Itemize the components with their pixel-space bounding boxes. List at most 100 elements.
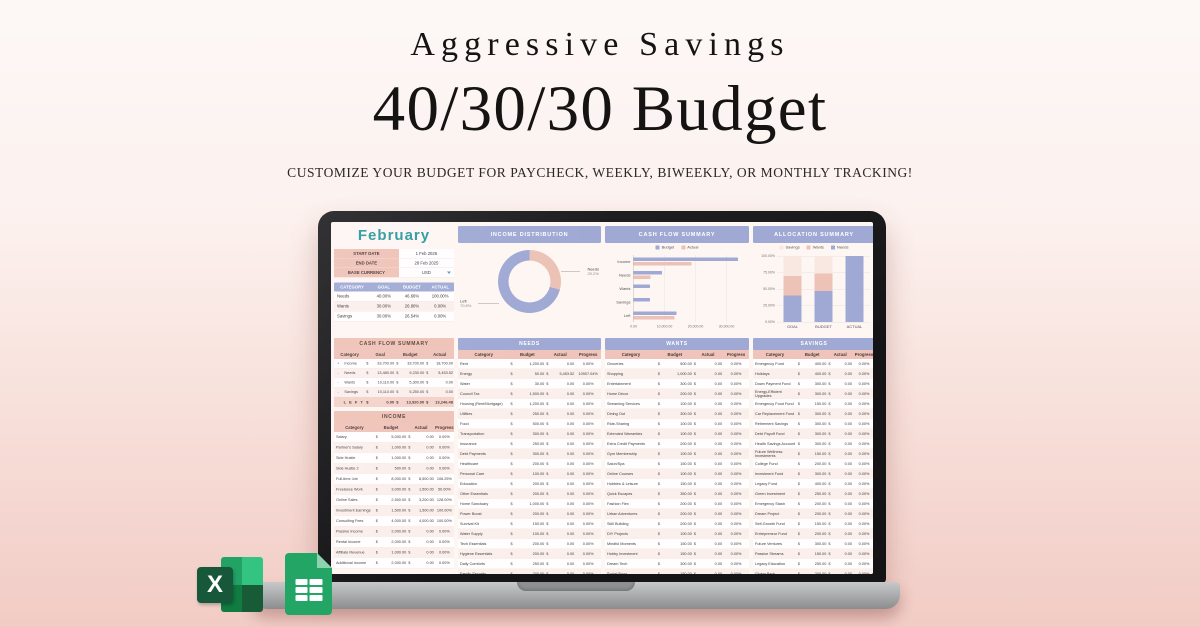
wants-table: WANTS Category Budget Actual Progress Gr…: [605, 338, 749, 574]
table-row: Debt Payments $ 300.00 $ 0.00 0.00%: [458, 449, 601, 459]
table-row: Salary $ 5,000.00 $ 0.00 0.00%: [334, 432, 454, 443]
table-row: Daily Comforts $ 250.00 $ 0.00 0.00%: [458, 559, 601, 569]
start-date-label: START DATE: [334, 249, 399, 259]
table-row: Council Tax $ 1,500.00 $ 0.00 0.00%: [458, 389, 601, 399]
end-date-row: END DATE 28 Feb 2025: [334, 258, 454, 268]
table-row: Healthcare $ 200.00 $ 0.00 0.00%: [458, 459, 601, 469]
table-row: Home Décor $ 200.00 $ 0.00 0.00%: [605, 389, 749, 399]
table-row: Debt Payoff Fund $ 300.00 $ 0.00 0.00%: [753, 429, 873, 439]
table-row: Dining Out $ 300.00 $ 0.00 0.00%: [605, 409, 749, 419]
table-title: CASH FLOW SUMMARY: [334, 338, 454, 350]
chart-title: CASH FLOW SUMMARY: [605, 226, 749, 243]
table-row: Holidays $ 400.00 $ 0.00 0.00%: [753, 369, 873, 379]
table-row: Giving Back $ 200.00 $ 0.00 0.00%: [753, 569, 873, 574]
table-row: Energy-Efficient Upgrades $ 300.00 $ 0.0…: [753, 389, 873, 399]
table-row: Retirement Savings $ 300.00 $ 0.00 0.00%: [753, 419, 873, 429]
table-title: NEEDS: [458, 338, 601, 350]
needs-table: NEEDS Category Budget Actual Progress Re…: [458, 338, 601, 574]
table-row: Gym Membership $ 100.00 $ 0.00 0.00%: [605, 449, 749, 459]
table-row: Family Security $ 200.00 $ 0.00 0.00%: [458, 569, 601, 574]
table-row: Future Wellness Investments $ 150.00 $ 0…: [753, 449, 873, 459]
start-date-value[interactable]: 1 Feb 2025: [398, 249, 454, 259]
table-row: Mindful Moments $ 150.00 $ 0.00 0.00%: [605, 539, 749, 549]
table-row: Side Hustle 2 $ 500.00 $ 0.00 0.00%: [334, 463, 454, 474]
table-row: DIY Projects $ 100.00 $ 0.00 0.00%: [605, 529, 749, 539]
table-row: Energy $ 50.00 $ 5,453.52 10907.04%: [458, 369, 601, 379]
table-row: Quick Escapes $ 350.00 $ 0.00 0.00%: [605, 489, 749, 499]
table-row: Extra Credit Payments $ 200.00 $ 0.00 0.…: [605, 439, 749, 449]
bar-row: Left: [624, 309, 743, 322]
settings-table: START DATE 1 Feb 2025 END DATE 28 Feb 20…: [334, 249, 454, 278]
allocation-percentage-table: CATEGORY GOAL BUDGET ACTUAL Needs: [334, 282, 454, 322]
label-leader-line: [478, 303, 499, 304]
currency-row: BASE CURRENCY USD: [334, 268, 454, 278]
chart-legend: Budget Actual: [605, 245, 749, 250]
bar-row: Wants: [619, 282, 743, 295]
table-row: Dream Project $ 200.00 $ 0.00 0.00%: [753, 509, 873, 519]
table-row: Wants 30.00% 26.80% 0.00%: [334, 301, 454, 312]
table-row: Groceries $ 500.00 $ 0.00 0.00%: [605, 359, 749, 369]
donut-label-left: Left 70.8%: [460, 299, 472, 308]
table-row: Emergency Food Fund $ 150.00 $ 0.00 0.00…: [753, 399, 873, 409]
table-row: Salon/Spa $ 150.00 $ 0.00 0.00%: [605, 459, 749, 469]
hero-title-small: Aggressive Savings: [410, 26, 790, 63]
table-row: - Needs $ 13,480.00 $ 9,230.00 $ 5,453.5…: [334, 368, 454, 378]
table-row: Education $ 200.00 $ 0.00 0.00%: [458, 479, 601, 489]
table-row: Insurance $ 250.00 $ 0.00 0.00%: [458, 439, 601, 449]
start-date-row: START DATE 1 Feb 2025: [334, 249, 454, 259]
allocation-chart-panel: ALLOCATION SUMMARY Savings Wants Needs 100…: [753, 226, 873, 334]
end-date-label: END DATE: [334, 258, 399, 268]
table-row: Needs 40.00% 46.66% 100.00%: [334, 291, 454, 302]
table-title: INCOME: [334, 411, 454, 423]
table-row: Side Hustle $ 1,000.00 $ 0.00 0.00%: [334, 453, 454, 464]
chevron-down-icon: [446, 271, 451, 274]
table-header-row: Category Budget Actual Progress: [458, 350, 601, 359]
allocation-stacked-chart: Savings Wants Needs 100.00% 75.00% 50.00% 25.…: [753, 243, 873, 331]
chart-title: INCOME DISTRIBUTION: [458, 226, 601, 243]
legend-item: Needs: [830, 245, 848, 250]
table-row: Social Buzz $ 150.00 $ 0.00 0.00%: [605, 569, 749, 574]
table-row: Legacy Fund $ 400.00 $ 0.00 0.00%: [753, 479, 873, 489]
table-row: Hygiene Essentials $ 200.00 $ 0.00 0.00%: [458, 549, 601, 559]
bar-row: Needs: [619, 268, 743, 281]
table-row: Water Supply $ 100.00 $ 0.00 0.00%: [458, 529, 601, 539]
excel-x-glyph: X: [197, 567, 233, 603]
chart-legend: Savings Wants Needs: [753, 245, 873, 250]
table-row: Car Replacement Fund $ 300.00 $ 0.00 0.0…: [753, 409, 873, 419]
table-row: Ride-Sharing $ 100.00 $ 0.00 0.00%: [605, 419, 749, 429]
table-row: Investment Earnings $ 1,500.00 $ 1,500.0…: [334, 505, 454, 516]
table-row: Urban Adventures $ 200.00 $ 0.00 0.00%: [605, 509, 749, 519]
table-row: Online Sales $ 2,500.00 $ 3,200.00 128.0…: [334, 495, 454, 506]
table-row: Fashion Flex $ 200.00 $ 0.00 0.00%: [605, 499, 749, 509]
hero-title-large: 40/30/30 Budget: [372, 73, 828, 145]
table-row: Streaming Services $ 100.00 $ 0.00 0.00%: [605, 399, 749, 409]
table-row: Legacy Education $ 250.00 $ 0.00 0.00%: [753, 559, 873, 569]
laptop-base: [252, 582, 900, 609]
table-row: + Income $ 33,700.00 $ 33,700.00 $ 18,70…: [334, 359, 454, 369]
left-total-row: L E F T $ 0.00 $ 13,920.00 $ 13,246.48: [334, 397, 454, 407]
currency-dropdown[interactable]: USD: [398, 268, 454, 278]
table-row: Emergency Stash $ 200.00 $ 0.00 0.00%: [753, 499, 873, 509]
table-row: Rent $ 1,200.00 $ 0.00 0.00%: [458, 359, 601, 369]
table-title: WANTS: [605, 338, 749, 350]
table-row: Rental Income $ 2,000.00 $ 0.00 0.00%: [334, 537, 454, 548]
cashflow-chart-panel: CASH FLOW SUMMARY Budget Actual 0.00 10,00…: [605, 226, 749, 334]
end-date-value[interactable]: 28 Feb 2025: [398, 258, 454, 268]
table-row: Online Courses $ 100.00 $ 0.00 0.00%: [605, 469, 749, 479]
table-row: Skill Building $ 200.00 $ 0.00 0.00%: [605, 519, 749, 529]
table-row: Housing (Rent/Mortgage) $ 1,200.00 $ 0.0…: [458, 399, 601, 409]
table-row: Partner's Salary $ 1,000.00 $ 0.00 0.00%: [334, 442, 454, 453]
hero-subtitle: CUSTOMIZE YOUR BUDGET FOR PAYCHECK, WEEK…: [287, 165, 913, 180]
chart-title: ALLOCATION SUMMARY: [753, 226, 873, 243]
month-title: February: [357, 227, 431, 244]
sheets-folded-corner: [317, 553, 332, 568]
table-row: Survival Kit $ 150.00 $ 0.00 0.00%: [458, 519, 601, 529]
budget-spreadsheet: February START DATE 1 Feb 2025 END DATE …: [331, 222, 873, 574]
table-header-row: Category Budget Actual Progress: [753, 350, 873, 359]
table-row: Tech Essentials $ 200.00 $ 0.00 0.00%: [458, 539, 601, 549]
google-sheets-icon: [285, 553, 332, 615]
laptop-screen: February START DATE 1 Feb 2025 END DATE …: [331, 222, 873, 574]
allocation-table-header: CATEGORY GOAL BUDGET ACTUAL: [334, 282, 454, 292]
alloc-plot: 100.00% 75.00% 50.00% 25.00% 0.00% GOAL BUDGET…: [761, 254, 870, 329]
sheets-table-glyph: [295, 579, 322, 601]
